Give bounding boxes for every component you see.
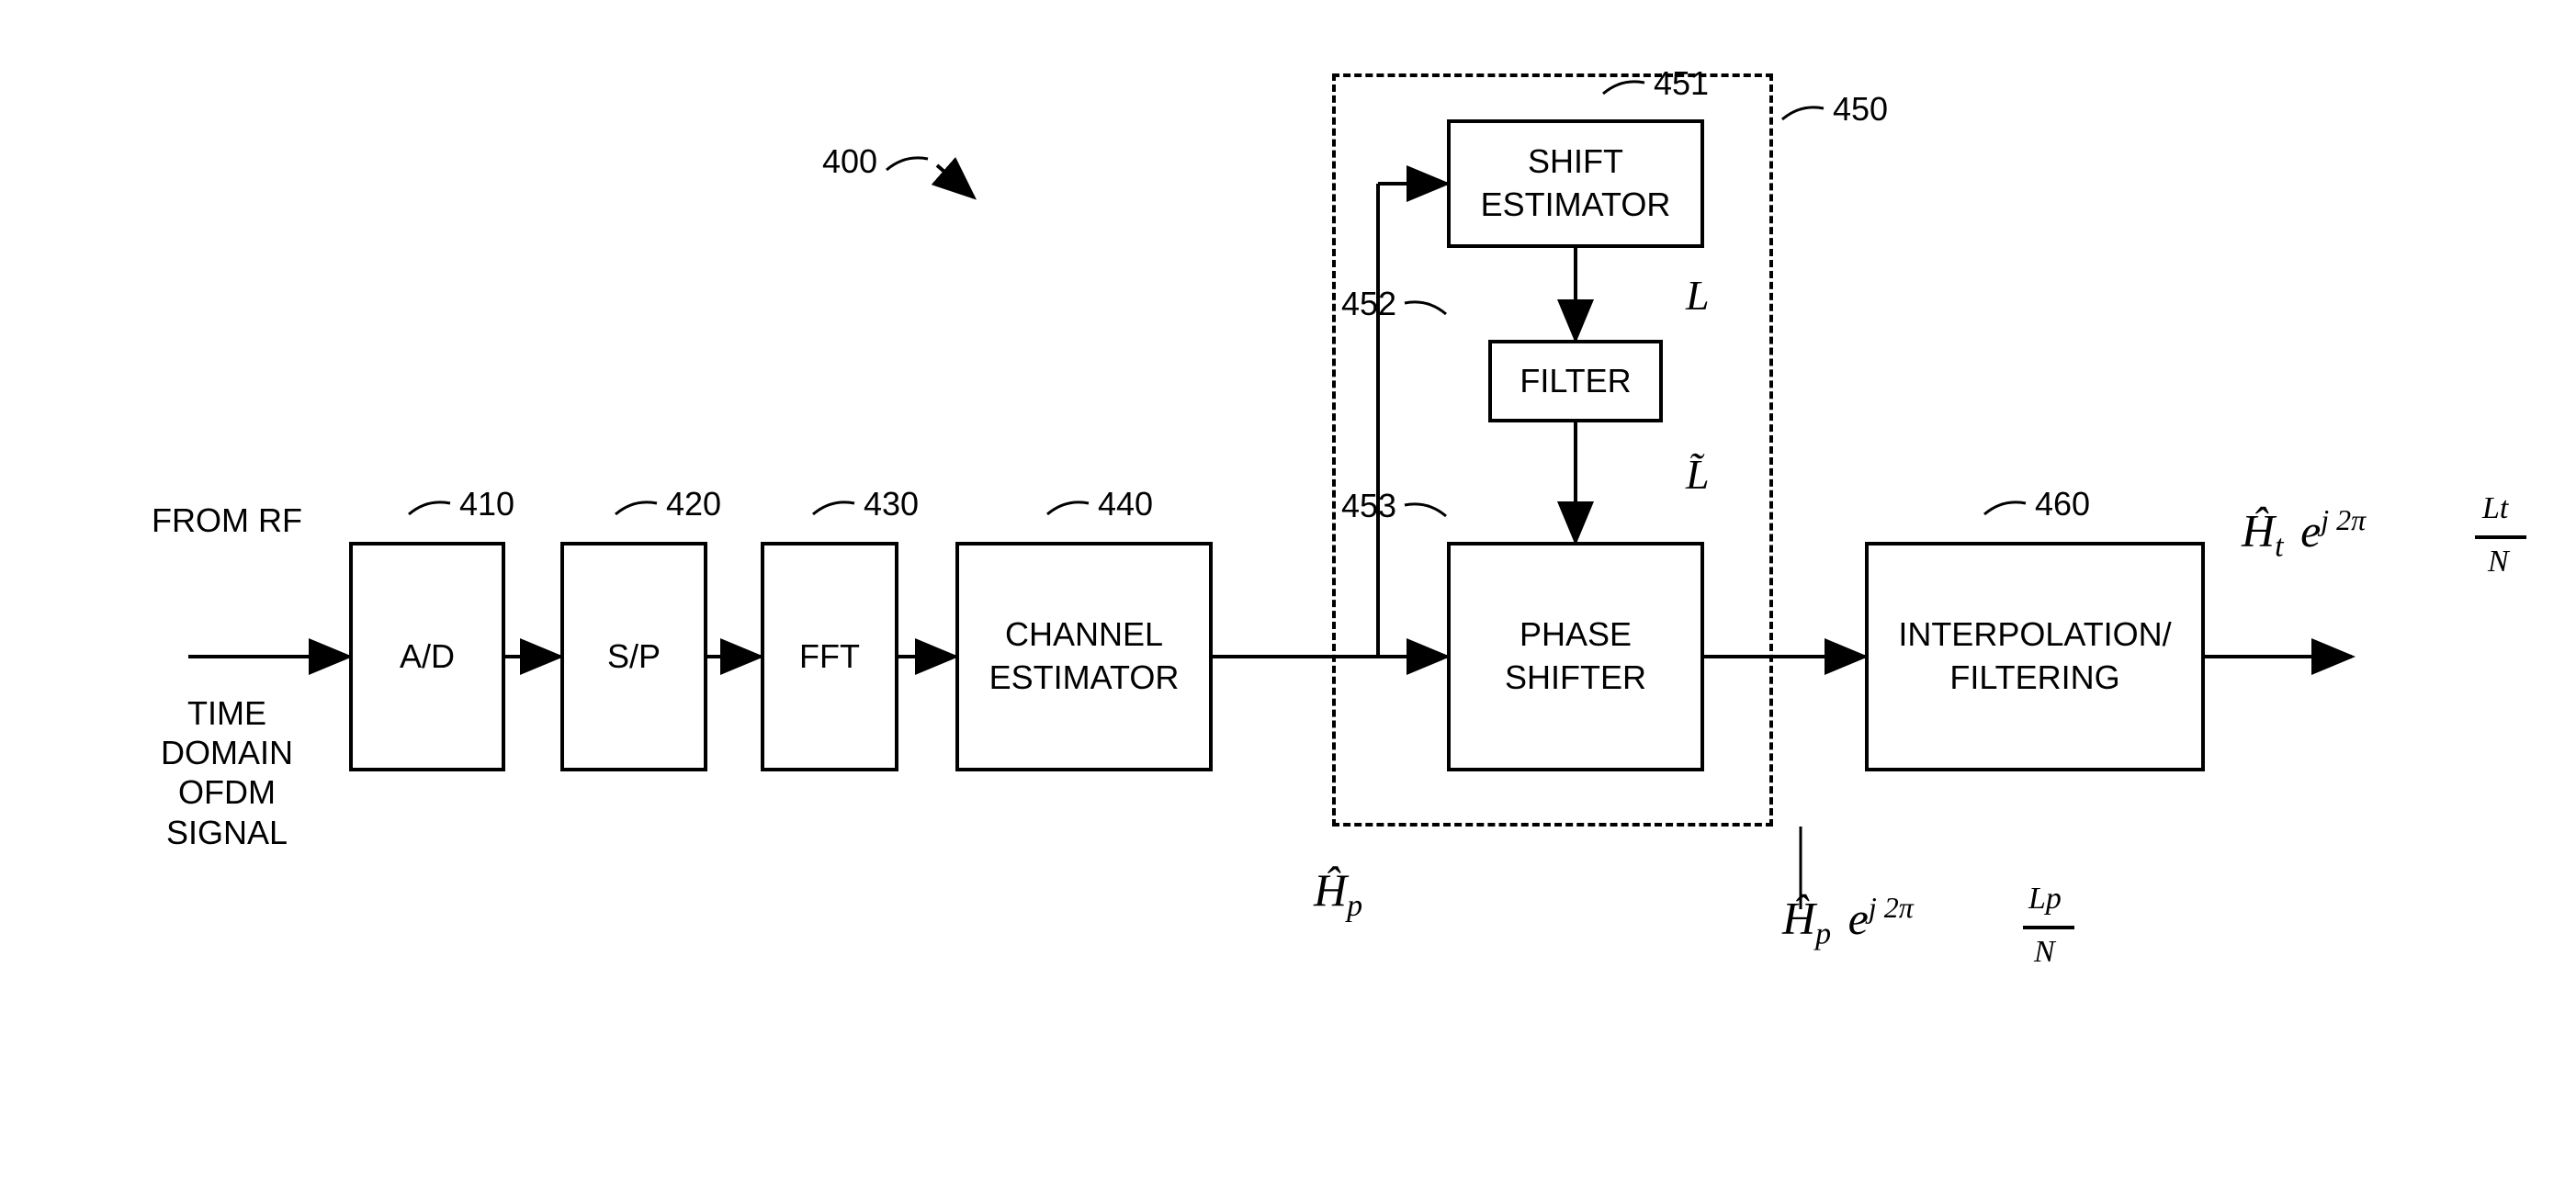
ref-452: 452 — [1341, 285, 1396, 323]
ref-430: 430 — [864, 485, 919, 523]
interpolation-block: INTERPOLATION/ FILTERING — [1865, 542, 2205, 771]
interpolation-label: INTERPOLATION/ FILTERING — [1898, 613, 2171, 700]
ref-400: 400 — [822, 142, 877, 181]
signal-L-tilde: L̃ — [1686, 450, 1710, 499]
frac-Lt: Lt — [2482, 491, 2508, 526]
ref-453: 453 — [1341, 487, 1396, 525]
input-signal-label: TIME DOMAIN OFDM SIGNAL — [161, 693, 293, 852]
ad-block-label: A/D — [400, 635, 455, 679]
channel-estimator-label: CHANNEL ESTIMATOR — [989, 613, 1180, 700]
fft-block-label: FFT — [799, 635, 860, 679]
ref-450: 450 — [1833, 90, 1888, 129]
frac-N1: N — [2034, 935, 2055, 970]
phase-shifter-block: PHASE SHIFTER — [1447, 542, 1704, 771]
shift-estimator-block: SHIFT ESTIMATOR — [1447, 119, 1704, 248]
fft-block: FFT — [761, 542, 898, 771]
ref-451: 451 — [1654, 64, 1709, 103]
filter-block-label: FILTER — [1520, 360, 1631, 403]
ref-410: 410 — [459, 485, 514, 523]
shift-estimator-label: SHIFT ESTIMATOR — [1481, 141, 1671, 227]
signal-Ht-phase: Ĥt ej 2π — [2242, 503, 2366, 565]
signal-processing-diagram: FROM RF TIME DOMAIN OFDM SIGNAL A/D S/P … — [0, 0, 2576, 1181]
signal-Hp-phase: Ĥp ej 2π — [1782, 891, 1914, 952]
ref-420: 420 — [666, 485, 721, 523]
frac-N2: N — [2488, 545, 2509, 579]
input-from-rf-label: FROM RF — [152, 501, 302, 540]
ref-460: 460 — [2035, 485, 2090, 523]
phase-shifter-label: PHASE SHIFTER — [1505, 613, 1646, 700]
ad-block: A/D — [349, 542, 505, 771]
ref-440: 440 — [1098, 485, 1153, 523]
signal-Hp: Ĥp — [1314, 863, 1362, 924]
channel-estimator-block: CHANNEL ESTIMATOR — [955, 542, 1213, 771]
signal-L: L — [1686, 271, 1710, 320]
frac-Lp: Lp — [2028, 882, 2062, 917]
filter-block: FILTER — [1488, 340, 1663, 422]
sp-block: S/P — [560, 542, 707, 771]
sp-block-label: S/P — [607, 635, 661, 679]
